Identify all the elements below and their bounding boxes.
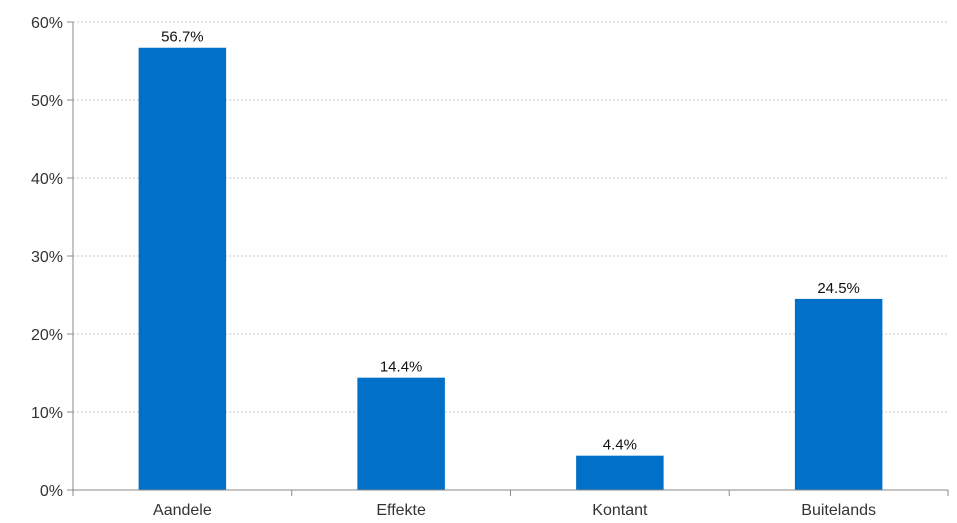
y-tick-label: 60% [31,15,63,32]
x-axis: Aandele Effekte Kontant Buitelands [72,489,949,519]
y-tick-label: 30% [31,249,63,266]
y-tick-label: 50% [31,93,63,110]
bar-buitelands [794,298,883,490]
data-labels: 56.7% 14.4% 4.4% 24.5% [161,29,860,454]
y-tick-label: 0% [40,483,63,500]
y-tick-label: 20% [31,327,63,344]
bar-effekte [357,377,445,490]
bar-kontant [576,455,664,490]
data-label: 24.5% [817,280,860,297]
y-tick-label: 10% [31,405,63,422]
bar-aandele [138,47,227,491]
data-label: 14.4% [380,359,423,376]
x-category-label: Kontant [592,502,648,519]
x-category-label: Aandele [153,502,212,519]
x-category-label: Effekte [376,502,426,519]
data-label: 4.4% [603,437,637,454]
bars [138,47,883,491]
y-tick-label: 40% [31,171,63,188]
x-category-label: Buitelands [801,502,876,519]
data-label: 56.7% [161,29,204,46]
y-axis: 0% 10% 20% 30% 40% 50% 60% [31,15,74,500]
